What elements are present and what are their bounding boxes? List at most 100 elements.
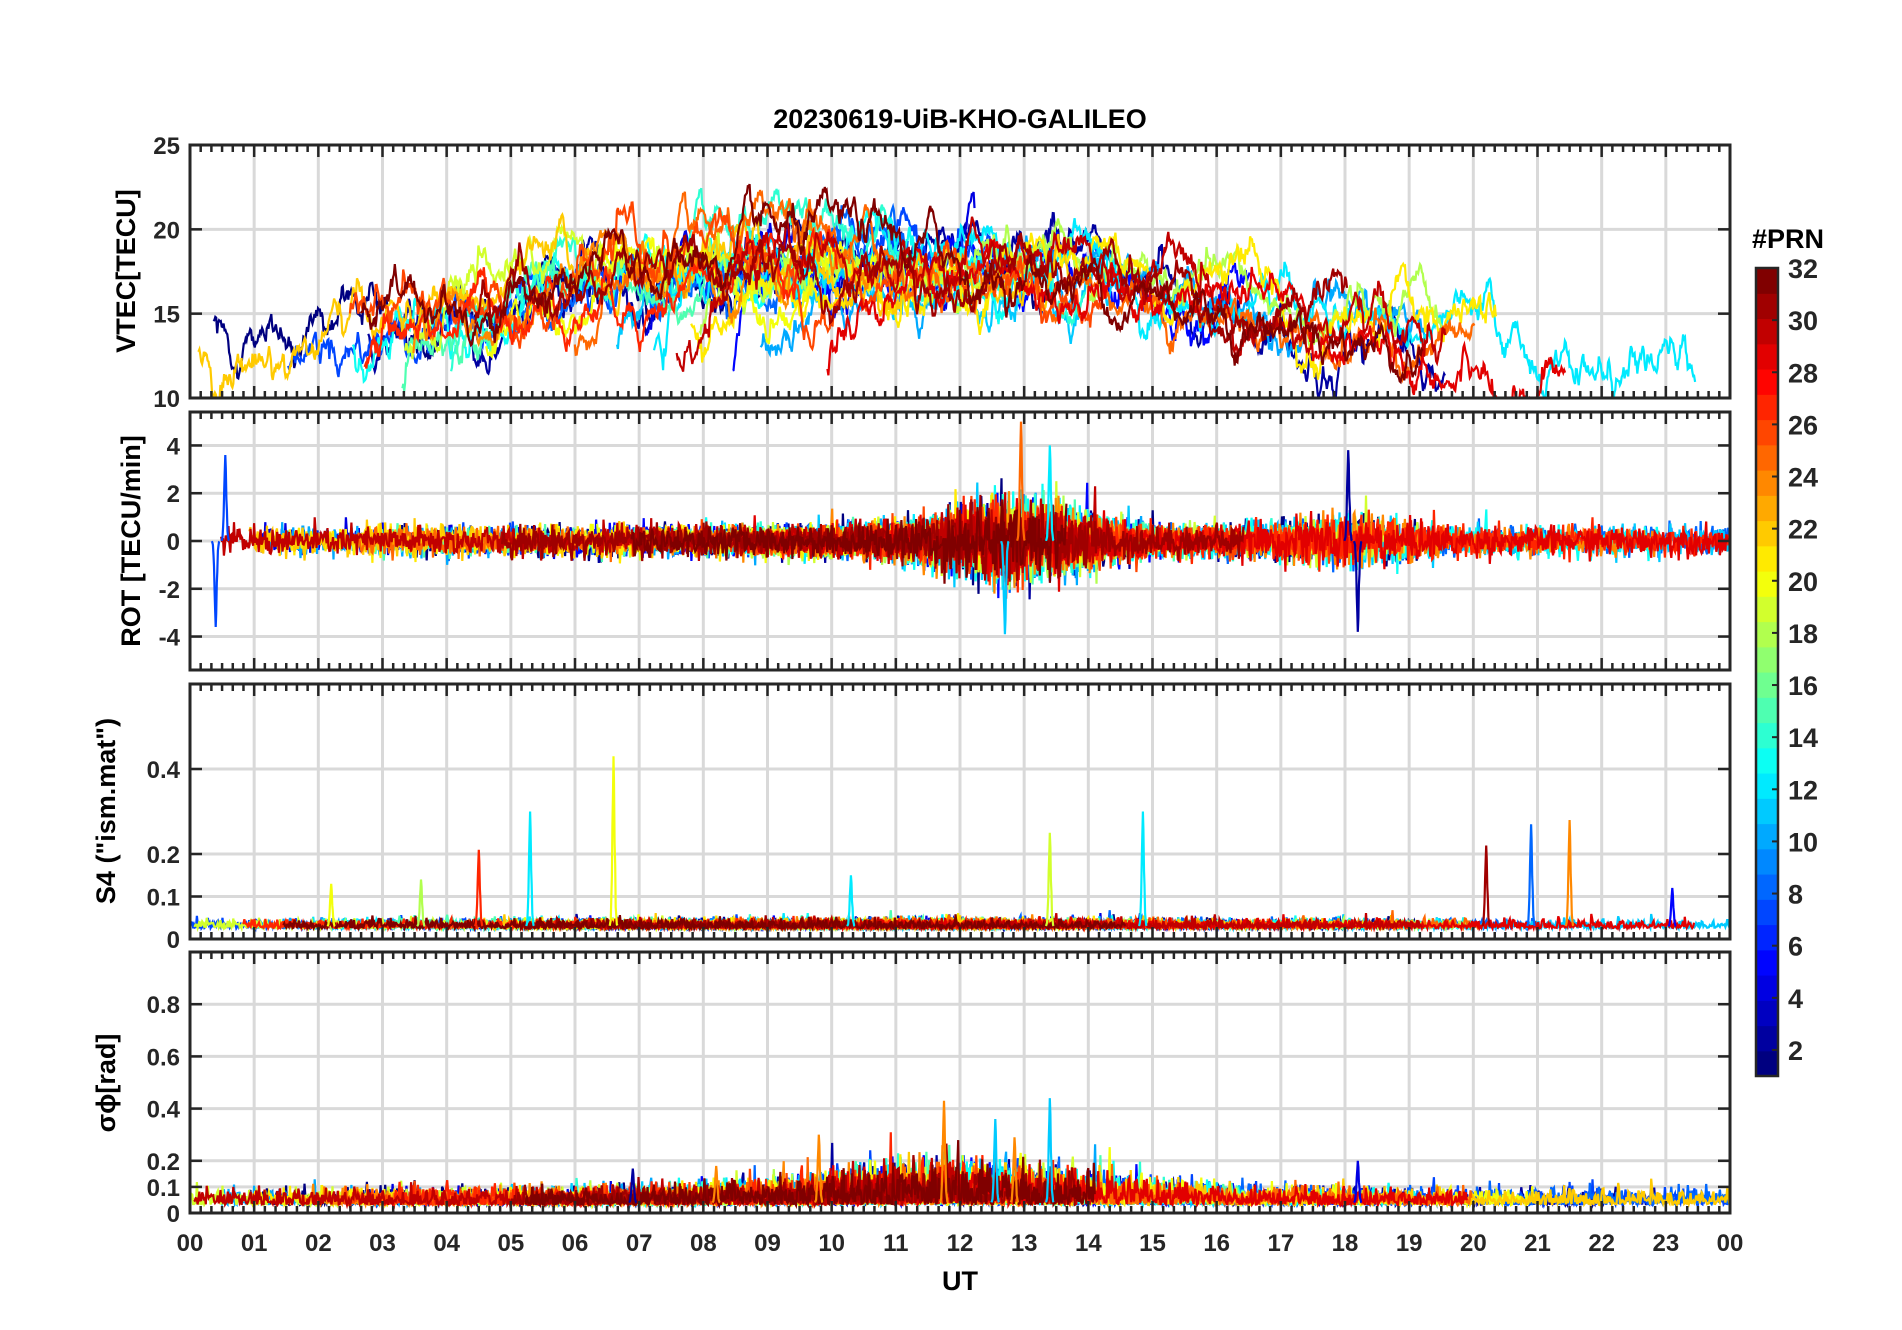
colorbar-segment-10 xyxy=(1756,798,1778,825)
colorbar-segment-4 xyxy=(1756,949,1778,976)
sigma-phi-peak-1 xyxy=(1044,1098,1055,1203)
colorbar-label: #PRN xyxy=(1752,224,1824,254)
rot-ytick-label-4: 4 xyxy=(167,433,181,460)
colorbar-segment-6 xyxy=(1756,899,1778,926)
colorbar-segment-1 xyxy=(1756,1025,1778,1052)
s4-peak-9 xyxy=(326,883,336,927)
colorbar-segment-22 xyxy=(1756,495,1778,522)
rot-peak-5 xyxy=(1343,450,1353,542)
colorbar-segment-18 xyxy=(1756,596,1778,623)
x-tick-labels: 00 01 02 03 04 05 06 07 08 09 10 11 12 13 14 15 16 17 18 19… xyxy=(177,1230,1744,1257)
colorbar-tick-label-13: 28 xyxy=(1788,358,1818,388)
colorbar-segment-11 xyxy=(1756,773,1778,799)
x-tick-label-15: 15 xyxy=(1139,1230,1166,1257)
colorbar-tick-label-10: 22 xyxy=(1788,515,1818,545)
colorbar-segment-3 xyxy=(1756,975,1778,1001)
vtec-ytick-label-1: 15 xyxy=(153,302,180,329)
colorbar-segment-20 xyxy=(1756,545,1778,572)
rot-peak-2 xyxy=(1352,540,1363,632)
x-tick-label-19: 19 xyxy=(1396,1230,1423,1257)
colorbar-segment-13 xyxy=(1756,722,1778,749)
vtec-ytick-label-3: 25 xyxy=(153,133,180,160)
vtec-series-prn-31 xyxy=(474,232,1349,344)
s4-peak-8 xyxy=(416,879,426,928)
rot-ytick-label-2: 0 xyxy=(167,529,180,556)
colorbar-segment-28 xyxy=(1756,343,1778,370)
vtec-ytick-label-0: 10 xyxy=(153,386,180,413)
colorbar-segment-19 xyxy=(1756,571,1778,597)
x-tick-label-16: 16 xyxy=(1203,1230,1230,1257)
colorbar-tick-label-4: 10 xyxy=(1788,827,1818,857)
colorbar-segment-12 xyxy=(1756,747,1778,774)
x-tick-label-1: 01 xyxy=(241,1230,268,1257)
vtec-series-prn-22 xyxy=(197,212,1096,398)
sigma-phi-ytick-label-5: 0.8 xyxy=(147,992,180,1019)
rot-peak-1 xyxy=(1000,540,1010,635)
sigma-phi-ytick-label-0: 0 xyxy=(167,1201,180,1228)
x-tick-label-21: 21 xyxy=(1524,1230,1551,1257)
x-tick-label-3: 03 xyxy=(369,1230,396,1257)
panel-s4: 0 0.1 0.2 0.4 S4 ("ism.mat") xyxy=(91,682,1732,954)
colorbar-segment-30 xyxy=(1756,293,1778,320)
colorbar-segment-15 xyxy=(1756,672,1778,698)
rot-series xyxy=(210,421,1730,635)
x-tick-label-5: 05 xyxy=(497,1230,524,1257)
colorbar-segment-7 xyxy=(1756,874,1778,900)
x-tick-label-24: 00 xyxy=(1717,1230,1744,1257)
x-tick-label-9: 09 xyxy=(754,1230,781,1257)
colorbar-segment-14 xyxy=(1756,697,1778,724)
x-tick-label-10: 10 xyxy=(818,1230,845,1257)
x-axis-label: UT xyxy=(942,1266,978,1296)
rot-frame xyxy=(188,410,1732,672)
x-tick-label-23: 23 xyxy=(1652,1230,1679,1257)
x-tick-label-0: 00 xyxy=(177,1230,204,1257)
colorbar-segment-21 xyxy=(1756,520,1778,547)
rot-ytick-label-1: -2 xyxy=(159,577,180,604)
colorbar-tick-label-11: 24 xyxy=(1788,463,1818,493)
panel-rot: -4 -2 0 2 4 ROT [TECU/min] xyxy=(116,410,1732,672)
x-tick-label-6: 06 xyxy=(562,1230,589,1257)
s4-ytick-label-1: 0.1 xyxy=(147,885,180,912)
colorbar-segment-2 xyxy=(1756,1000,1778,1027)
vtec-y-label: VTEC[TECU] xyxy=(111,189,141,353)
vtec-ytick-label-2: 20 xyxy=(153,217,180,244)
sigma-phi-ytick-label-1: 0.1 xyxy=(147,1175,180,1202)
sigma-phi-peak-2 xyxy=(990,1118,1000,1203)
x-tick-label-11: 11 xyxy=(883,1230,908,1257)
x-tick-label-22: 22 xyxy=(1588,1230,1615,1257)
x-tick-label-12: 12 xyxy=(947,1230,974,1257)
sigma-phi-series-prn-32 xyxy=(524,1140,1096,1210)
colorbar-tick-label-5: 12 xyxy=(1788,775,1818,805)
colorbar-frame xyxy=(1754,266,1780,1078)
sigma-phi-y-label: σϕ[rad] xyxy=(91,1034,121,1133)
s4-peak-11 xyxy=(1667,887,1677,928)
vtec-series xyxy=(197,183,1697,398)
s4-ytick-label-0: 0 xyxy=(167,927,180,954)
sigma-phi-peak-0 xyxy=(939,1100,949,1203)
colorbar-segment-26 xyxy=(1756,394,1778,421)
colorbar-tick-label-2: 6 xyxy=(1788,932,1803,962)
panel-sigma-phi: 00.10.2 0.4 0.6 0.8 σϕ[rad] xyxy=(91,950,1732,1228)
colorbar-segment-31 xyxy=(1756,268,1778,294)
s4-peak-5 xyxy=(1044,832,1055,927)
rot-peak-4 xyxy=(220,454,230,542)
rot-y-ticks: -4 -2 0 2 4 xyxy=(159,433,181,651)
s4-peak-4 xyxy=(1526,824,1536,927)
x-tick-label-17: 17 xyxy=(1267,1230,1294,1257)
colorbar-segment-27 xyxy=(1756,369,1778,395)
rot-y-label: ROT [TECU/min] xyxy=(116,435,146,646)
sigma-phi-peak-6 xyxy=(711,1165,721,1204)
colorbar-tick-label-3: 8 xyxy=(1788,880,1803,910)
colorbar-tick-label-14: 30 xyxy=(1788,306,1818,336)
sigma-phi-y-ticks: 00.10.2 0.4 0.6 0.8 xyxy=(147,992,181,1228)
colorbar-tick-label-7: 16 xyxy=(1788,671,1818,701)
rot-ytick-label-3: 2 xyxy=(167,481,180,508)
colorbar-tick-label-1: 4 xyxy=(1788,984,1803,1014)
s4-peak-10 xyxy=(846,875,856,927)
colorbar-segment-24 xyxy=(1756,444,1778,471)
colorbar-segment-5 xyxy=(1756,924,1778,951)
rot-series-prn-32 xyxy=(630,501,1068,584)
colorbar-tick-label-0: 2 xyxy=(1788,1036,1803,1066)
